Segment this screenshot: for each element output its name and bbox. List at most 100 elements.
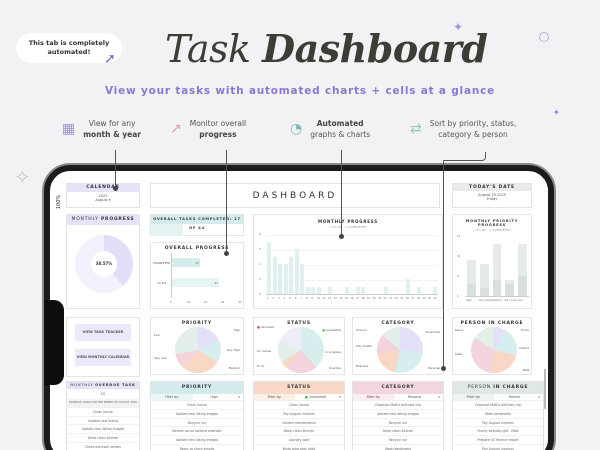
table-row: Pay August invoices <box>254 410 344 419</box>
table-row: Wash bedsheets <box>353 445 443 450</box>
overall-completed-card: OVERALL TASKS COMPLETED: 17 OF 44 <box>150 214 244 236</box>
feature-charts: ◔ Automated graphs & charts <box>290 119 371 139</box>
table-row: Organize Matt's birthday trip <box>453 401 543 410</box>
automated-badge: This tab is completely automated! <box>16 33 122 63</box>
status-pie-card: STATUS ■ Completed In progress Overdue T… <box>253 317 345 375</box>
monthly-progress-donut-card: MONTHLY PROGRESS 38.57% <box>66 214 140 309</box>
bar <box>355 286 360 294</box>
bar <box>272 256 277 294</box>
subtitle: View your tasks with automated charts + … <box>104 85 496 97</box>
callout-line <box>341 150 342 236</box>
swap-arrows-icon: ⇄ <box>410 121 422 137</box>
table-row: Client outreach emails <box>67 443 139 450</box>
view-task-tracker-button[interactable]: VIEW TASK TRACKER <box>75 324 131 341</box>
person-pie-card: PERSON IN CHARGE Emily Helena Matt Justi… <box>452 317 532 375</box>
pie-chart-icon: ◔ <box>290 121 303 137</box>
tablet-frame: 100% CALENDAR 2025 August ▾ DASHBOARD TO… <box>44 165 554 450</box>
status-filter[interactable]: Filter by: ■ Completed ▾ <box>254 394 344 401</box>
scrollbar[interactable] <box>544 369 546 409</box>
bar <box>361 286 366 294</box>
bar <box>278 264 283 294</box>
bar <box>289 256 294 294</box>
category-table: CATEGORY Filter by: Personal ▾ Organize Ma… <box>352 381 444 450</box>
overdue-tasks-card: MONTHLY OVERDUE TASK 10 OVERDUE TASKS FO… <box>66 381 140 450</box>
person-list: Organize Matt's birthday trip Wash bedshe… <box>453 401 543 450</box>
category-pie <box>377 327 423 373</box>
table-row: Recycle run <box>353 436 443 445</box>
table-row: Recycle run <box>353 419 443 428</box>
bar <box>283 264 288 294</box>
sparkle-icon: ✦ <box>553 108 560 117</box>
dashboard-screen: 100% CALENDAR 2025 August ▾ DASHBOARD TO… <box>56 179 548 450</box>
category-filter[interactable]: Filter by: Personal ▾ <box>353 394 443 401</box>
chart-legend: ▫ TO DO ▫ COMPLETED <box>329 225 367 229</box>
todo-bar: 27 <box>171 278 219 287</box>
today-card: TODAY'S DATE August 29 2025 Friday <box>452 183 532 208</box>
table-row: Reply to client emails <box>151 445 243 450</box>
table-row: Laundry load <box>254 436 344 445</box>
overdue-count: 10 <box>100 392 106 396</box>
person-filter[interactable]: Filter by: Helena ▾ <box>453 394 543 401</box>
table-row: Update new listing images <box>151 436 243 445</box>
chevron-down-icon: ▾ <box>438 395 440 399</box>
cursor-click-icon: ➚ <box>104 51 116 67</box>
chevron-down-icon: ▾ <box>238 395 240 399</box>
table-row: Update new listing <box>67 417 139 426</box>
priority-pie-card: PRIORITY High Very High Medium Very Low … <box>150 317 244 375</box>
completed-progress-bar <box>151 224 184 236</box>
circle-decoration <box>539 32 549 42</box>
table-row: Prepare Q3 finance report <box>453 436 543 445</box>
table-row: Clean house <box>254 401 344 410</box>
tablet-side-button <box>44 300 64 385</box>
priority-plot: High Very High Medium Very Low Low <box>465 237 529 302</box>
feature-month-year: ▦ View for any month & year <box>62 119 141 139</box>
calendar-month-select[interactable]: August ▾ <box>95 198 111 202</box>
table-row: Review social content calendar <box>151 427 243 437</box>
bar <box>311 286 316 294</box>
bar <box>405 279 410 294</box>
calendar-card: CALENDAR 2025 August ▾ <box>66 183 140 208</box>
bar <box>328 286 333 294</box>
priority-list: Clean house Update new listing images Recy… <box>151 401 243 450</box>
calendar-year[interactable]: 2025 <box>98 194 108 198</box>
sparkle-outline-icon: ✧ <box>14 165 31 189</box>
overall-progress-chart: OVERALL PROGRESS COMPLETED 17 TO DO 27 0… <box>150 242 244 309</box>
table-row: Family birthday gift - Matt <box>453 427 543 437</box>
trend-up-icon: ↗ <box>170 121 182 137</box>
callout-line <box>226 150 227 253</box>
calendar-icon: ▦ <box>62 121 76 137</box>
table-row: Update new listing images <box>67 425 139 435</box>
category-list: Organize Matt's birthday trip Update new … <box>353 401 443 450</box>
bar <box>316 286 321 294</box>
table-row: Write blog post draft <box>254 445 344 450</box>
category-pie-card: CATEGORY Household Personal Business Sid… <box>352 317 444 375</box>
navigation-buttons-card: VIEW TASK TRACKER VIEW MONTHLY CALENDAR <box>66 317 140 377</box>
table-row: Deep clean kitchen <box>353 427 443 437</box>
table-row: Wash bedsheets <box>453 410 543 419</box>
view-monthly-calendar-button[interactable]: VIEW MONTHLY CALENDAR <box>75 349 131 366</box>
table-row: Update new listing images <box>353 410 443 419</box>
person-table: PERSON IN CHARGE Filter by: Helena ▾ Organ… <box>452 381 544 450</box>
table-row: Update new listing images <box>151 410 243 419</box>
table-row: Pay August invoices <box>453 445 543 450</box>
sparkle-icon: ✦ <box>453 20 464 34</box>
bar <box>294 249 299 294</box>
completed-bar: 17 <box>171 258 200 267</box>
table-row: Organize Matt's birthday trip <box>353 401 443 410</box>
table-row: Clean house <box>67 408 139 417</box>
feature-sort: ⇄ Sort by priority, status, category & pe… <box>410 119 517 139</box>
page-title: Task Dashboard <box>165 26 488 71</box>
monthly-progress-plot: 1 2 3 4 5 6 7 8 9 10 11 12 13 14 15 16 17 18 19 20 21 22 23 24 2… <box>266 235 438 300</box>
zoom-level: 100% <box>56 194 63 210</box>
bar <box>300 264 305 294</box>
chevron-down-icon: ▾ <box>339 395 341 399</box>
feature-progress: ↗ Monitor overall progress <box>170 119 247 139</box>
table-row: Deep clean kitchen <box>67 434 139 443</box>
status-pie <box>278 327 324 373</box>
table-row: Garden maintenance <box>254 419 344 428</box>
status-list: Clean house Pay August invoices Garden mai… <box>254 401 344 450</box>
priority-table: PRIORITY Filter by: High ▾ Clean house Upda… <box>150 381 244 450</box>
bar <box>267 241 272 294</box>
priority-filter[interactable]: Filter by: High ▾ <box>151 394 243 401</box>
table-row: Deep clean kitchen <box>254 427 344 437</box>
